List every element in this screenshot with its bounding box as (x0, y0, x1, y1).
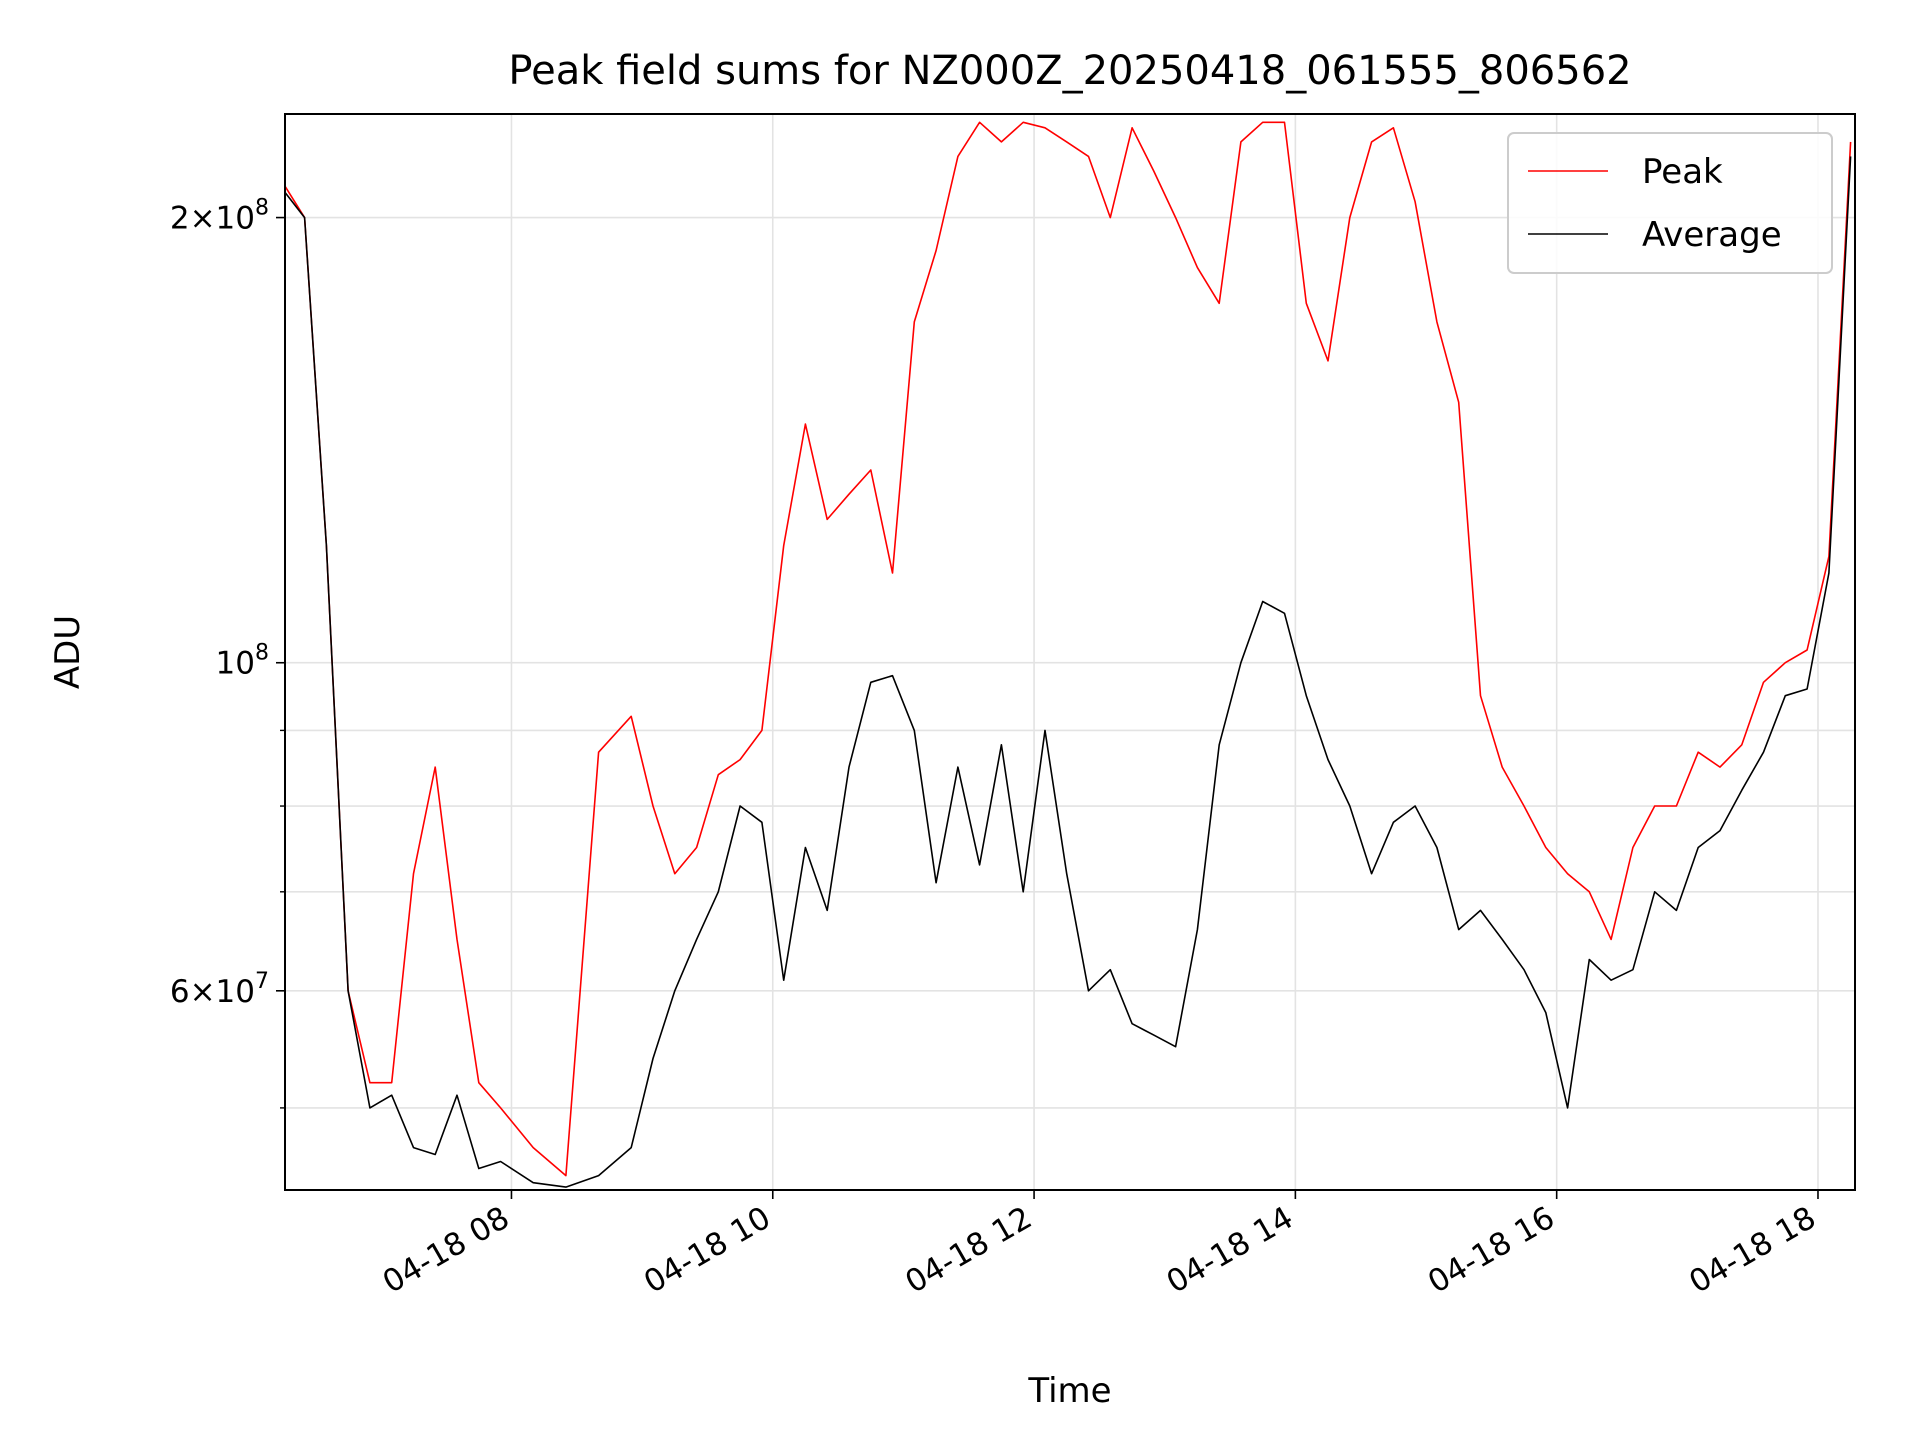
x-tick-label: 04-18 14 (1161, 1200, 1300, 1301)
x-tick-label: 04-18 12 (899, 1200, 1038, 1301)
series-line-peak (284, 121, 1852, 1177)
legend: Peak Average (1507, 132, 1833, 274)
x-tick-label: 04-18 18 (1683, 1200, 1822, 1301)
y-axis-ticks: 2×108 108 6×107 (170, 196, 285, 1109)
plot-frame (284, 113, 1856, 1191)
series-line-average (284, 156, 1852, 1188)
chart-title: Peak field sums for NZ000Z_20250418_0615… (508, 48, 1631, 94)
x-tick-label: 04-18 08 (377, 1200, 516, 1301)
y-tick-label: 6×107 (170, 969, 269, 1010)
y-tick-label: 2×108 (170, 196, 269, 237)
y-axis-label: ADU (48, 615, 88, 689)
legend-label-peak: Peak (1642, 152, 1723, 192)
legend-box (1507, 132, 1833, 274)
y-tick-label: 108 (216, 641, 269, 682)
legend-label-average: Average (1642, 215, 1782, 255)
grid (285, 114, 1855, 1190)
x-tick-label: 04-18 10 (638, 1200, 777, 1301)
x-axis-ticks: 04-18 08 04-18 10 04-18 12 04-18 14 04-18 16… (377, 1190, 1822, 1301)
x-axis-label: Time (1027, 1371, 1111, 1411)
series-layer (284, 121, 1852, 1188)
x-tick-label: 04-18 16 (1422, 1200, 1561, 1301)
